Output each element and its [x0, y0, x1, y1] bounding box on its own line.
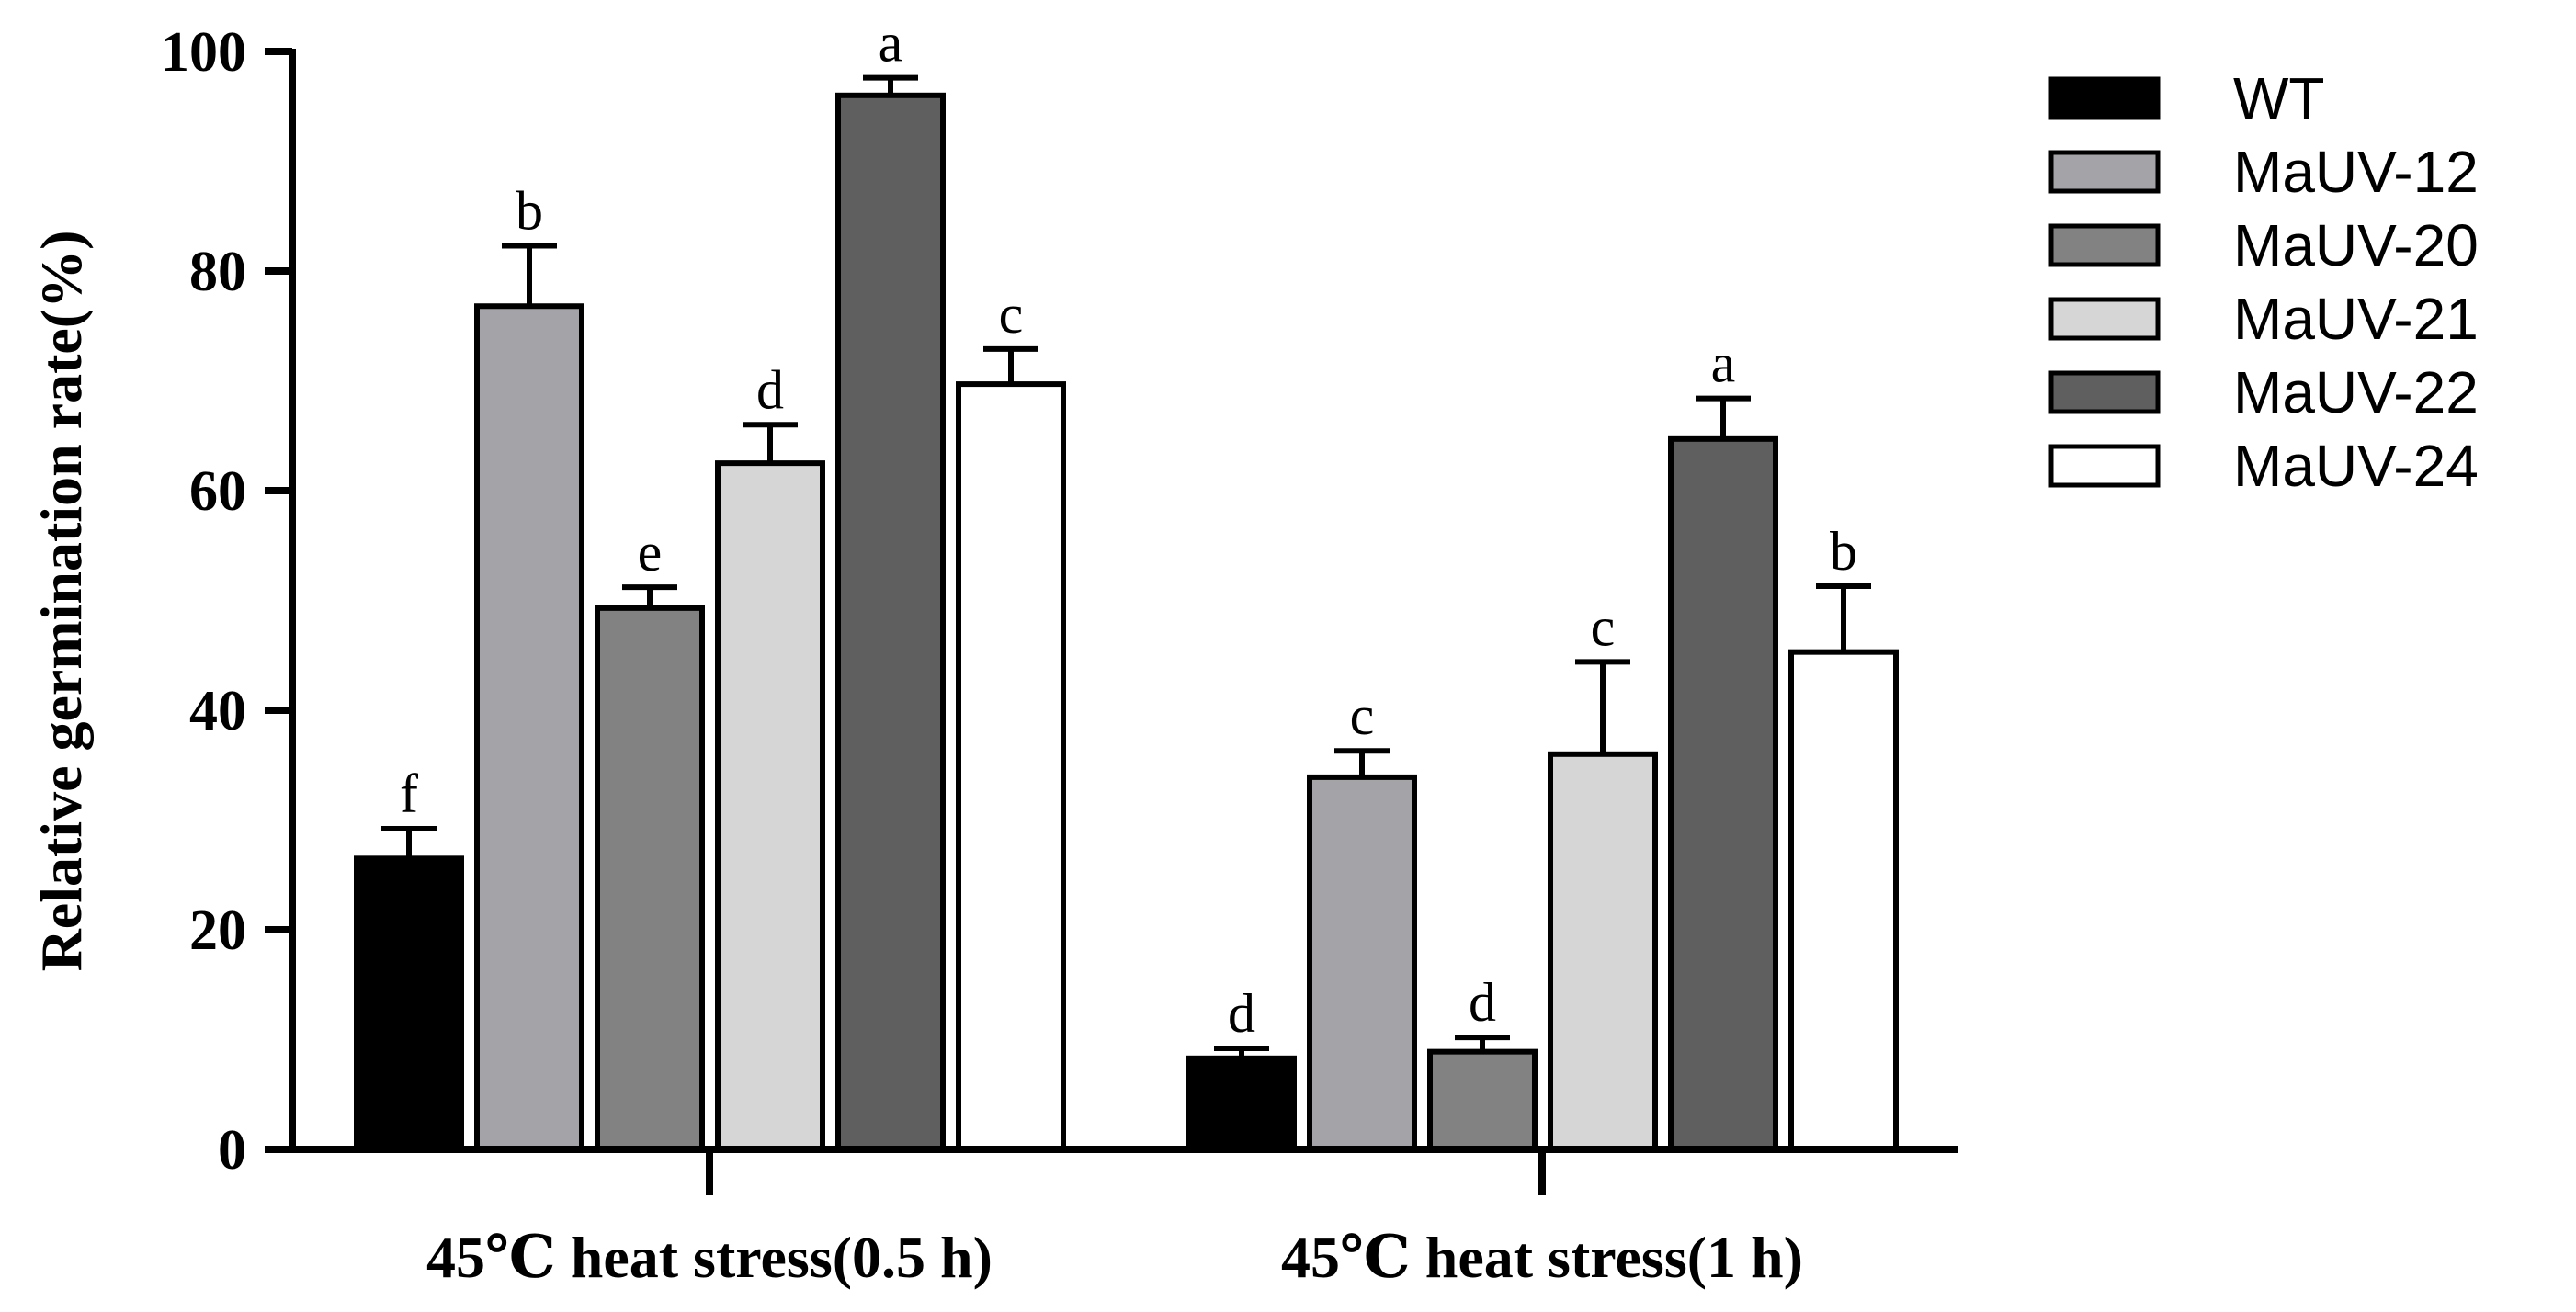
y-tick-label: 80 [189, 241, 246, 303]
y-axis-label: Relative germination rate(%) [28, 231, 94, 972]
axes-layer: 0 20 40 60 80 100 45℃ heat stress(0.5 h) 45℃ he… [161, 21, 1958, 1290]
legend-swatch-mauv-24 [2048, 444, 2161, 488]
significance-letter: b [516, 181, 543, 242]
significance-letter: c [1350, 685, 1375, 746]
y-tick-label: 100 [161, 21, 246, 84]
bar-mauv-21-group-1 [715, 460, 825, 1152]
legend-label-mauv-20: MaUV-20 [2233, 212, 2479, 278]
bar-mauv-22-group-1 [835, 92, 946, 1152]
legend: WT MaUV-12 MaUV-20 MaUV-21 MaUV-22 MaUV-24 [2048, 65, 2479, 499]
legend-label-wt: WT [2233, 65, 2325, 131]
significance-letter: c [999, 284, 1024, 345]
significance-letter: a [1711, 334, 1736, 394]
bar-wt-group-1 [354, 855, 464, 1152]
significance-letter: a [879, 13, 903, 74]
significance-letter: b [1830, 521, 1857, 582]
legend-label-mauv-21: MaUV-21 [2233, 286, 2479, 352]
bar-wt-group-2 [1186, 1055, 1297, 1152]
legend-swatch-mauv-20 [2048, 223, 2161, 267]
significance-letter: c [1591, 596, 1616, 657]
significance-letter: f [400, 763, 418, 824]
y-tick-label: 40 [189, 680, 246, 742]
significance-letter: e [638, 522, 663, 582]
legend-label-mauv-12: MaUV-12 [2233, 139, 2479, 205]
bar-mauv-20-group-2 [1427, 1048, 1538, 1153]
legend-swatch-mauv-12 [2048, 150, 2161, 194]
significance-letter: d [756, 359, 784, 420]
significance-letter: d [1469, 972, 1496, 1033]
x-category-label: 45℃ heat stress(0.5 h) [426, 1225, 993, 1290]
bar-mauv-21-group-2 [1548, 751, 1658, 1152]
y-tick-label: 60 [189, 460, 246, 523]
legend-label-mauv-22: MaUV-22 [2233, 359, 2479, 425]
bar-mauv-12-group-2 [1307, 774, 1417, 1153]
x-category-label: 45℃ heat stress(1 h) [1281, 1225, 1803, 1290]
legend-swatch-wt [2048, 76, 2161, 120]
bar-mauv-12-group-1 [474, 303, 584, 1152]
legend-label-mauv-24: MaUV-24 [2233, 433, 2479, 499]
y-tick-label: 0 [218, 1119, 246, 1182]
bars-layer: f d b c e d d c a a c b [354, 13, 1899, 1153]
y-tick-label: 20 [189, 899, 246, 962]
bar-mauv-22-group-2 [1668, 435, 1778, 1152]
legend-swatch-mauv-21 [2048, 297, 2161, 341]
legend-swatch-mauv-22 [2048, 370, 2161, 414]
bar-mauv-24-group-2 [1788, 649, 1899, 1152]
significance-letter: d [1228, 983, 1255, 1044]
bar-mauv-24-group-1 [956, 381, 1066, 1152]
bar-mauv-20-group-1 [595, 605, 705, 1152]
